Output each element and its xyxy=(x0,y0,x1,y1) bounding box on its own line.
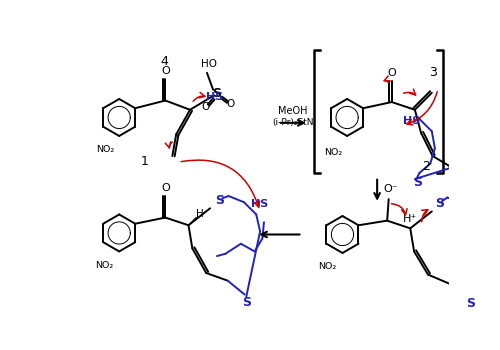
Text: O: O xyxy=(161,183,170,193)
Text: O: O xyxy=(226,99,234,108)
Text: NO₂: NO₂ xyxy=(324,148,342,156)
Text: S: S xyxy=(435,197,444,210)
Text: NO₂: NO₂ xyxy=(318,262,336,271)
Text: H⁺: H⁺ xyxy=(403,214,417,224)
Text: (i-Pr)₂EtN: (i-Pr)₂EtN xyxy=(272,118,314,127)
Text: O: O xyxy=(202,102,209,112)
Text: S: S xyxy=(466,296,475,309)
Text: HS: HS xyxy=(206,92,224,103)
Text: S: S xyxy=(215,194,224,207)
Text: S: S xyxy=(242,296,252,309)
Text: S: S xyxy=(414,176,422,189)
Text: O⁻: O⁻ xyxy=(384,184,398,194)
Text: S: S xyxy=(212,87,222,100)
Text: HS: HS xyxy=(402,116,420,126)
Text: O: O xyxy=(388,68,396,78)
Text: HO: HO xyxy=(202,58,218,69)
Text: H: H xyxy=(196,209,204,219)
Text: O: O xyxy=(161,66,170,76)
Text: 3: 3 xyxy=(430,66,438,79)
Text: 2: 2 xyxy=(422,160,430,173)
Text: 4: 4 xyxy=(160,55,168,68)
Text: 1: 1 xyxy=(140,155,148,168)
Text: HS: HS xyxy=(252,199,268,209)
Text: NO₂: NO₂ xyxy=(94,261,113,270)
Text: NO₂: NO₂ xyxy=(96,145,114,154)
Text: MeOH: MeOH xyxy=(278,106,308,116)
